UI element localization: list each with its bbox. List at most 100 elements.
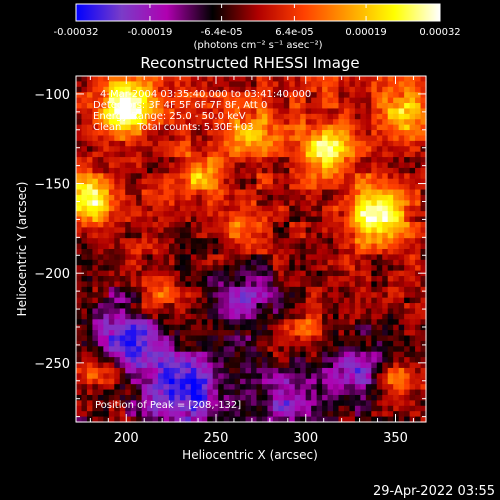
heatmap-cell bbox=[114, 103, 121, 110]
heatmap-cell bbox=[119, 205, 126, 212]
heatmap-cell bbox=[338, 276, 345, 283]
heatmap-cell bbox=[152, 162, 159, 169]
heatmap-cell bbox=[305, 162, 312, 169]
heatmap-cell bbox=[81, 292, 88, 299]
heatmap-cell bbox=[240, 167, 247, 174]
heatmap-cell bbox=[218, 113, 225, 120]
heatmap-cell bbox=[338, 303, 345, 310]
heatmap-cell bbox=[223, 92, 230, 99]
heatmap-cell bbox=[168, 367, 176, 374]
heatmap-cell bbox=[207, 276, 214, 283]
heatmap-cell bbox=[376, 146, 383, 153]
heatmap-cell bbox=[196, 135, 203, 142]
heatmap-cell bbox=[218, 259, 225, 266]
heatmap-cell bbox=[343, 384, 351, 391]
heatmap-cell bbox=[349, 362, 356, 369]
heatmap-cell bbox=[371, 140, 378, 147]
heatmap-cell bbox=[398, 173, 405, 180]
heatmap-cell bbox=[141, 324, 148, 331]
heatmap-cell bbox=[393, 146, 400, 153]
heatmap-cell bbox=[283, 140, 290, 147]
heatmap-cell bbox=[415, 108, 422, 115]
heatmap-cell bbox=[130, 265, 137, 272]
heatmap-cell bbox=[179, 416, 186, 423]
heatmap-cell bbox=[289, 378, 296, 385]
heatmap-cell bbox=[147, 140, 154, 147]
heatmap-cell bbox=[371, 184, 378, 191]
heatmap-cell bbox=[136, 340, 143, 347]
heatmap-cell bbox=[327, 146, 334, 153]
heatmap-cell bbox=[147, 97, 154, 104]
heatmap-cell bbox=[201, 86, 208, 93]
heatmap-cell bbox=[147, 335, 154, 342]
heatmap-cell bbox=[168, 130, 176, 137]
heatmap-cell bbox=[130, 124, 137, 131]
heatmap-cell bbox=[158, 351, 165, 358]
heatmap-cell bbox=[81, 378, 88, 385]
heatmap-cell bbox=[300, 103, 307, 110]
heatmap-cell bbox=[267, 357, 274, 364]
heatmap-cell bbox=[333, 281, 340, 288]
heatmap-cell bbox=[234, 103, 241, 110]
heatmap-cell bbox=[218, 367, 225, 374]
heatmap-cell bbox=[371, 216, 378, 223]
heatmap-cell bbox=[376, 281, 383, 288]
heatmap-cell bbox=[343, 167, 351, 174]
heatmap-cell bbox=[86, 286, 94, 293]
heatmap-cell bbox=[81, 205, 88, 212]
heatmap-cell bbox=[289, 281, 296, 288]
heatmap-cell bbox=[420, 97, 427, 104]
heatmap-cell bbox=[371, 173, 378, 180]
heatmap-cell bbox=[349, 92, 356, 99]
heatmap-cell bbox=[245, 276, 252, 283]
heatmap-cell bbox=[152, 411, 159, 418]
heatmap-cell bbox=[245, 286, 252, 293]
heatmap-cell bbox=[163, 97, 170, 104]
heatmap-cell bbox=[201, 335, 208, 342]
heatmap-cell bbox=[81, 319, 88, 326]
heatmap-cell bbox=[360, 216, 367, 223]
heatmap-cell bbox=[333, 351, 340, 358]
heatmap-cell bbox=[81, 303, 88, 310]
heatmap-cell bbox=[130, 173, 137, 180]
heatmap-cell bbox=[245, 86, 252, 93]
heatmap-cell bbox=[333, 378, 340, 385]
heatmap-cell bbox=[168, 400, 176, 407]
heatmap-cell bbox=[261, 313, 269, 320]
heatmap-cell bbox=[371, 227, 378, 234]
heatmap-cell bbox=[338, 265, 345, 272]
heatmap-cell bbox=[256, 200, 263, 207]
heatmap-cell bbox=[229, 200, 236, 207]
heatmap-cell bbox=[322, 286, 329, 293]
heatmap-cell bbox=[398, 221, 405, 228]
heatmap-cell bbox=[387, 378, 394, 385]
heatmap-cell bbox=[196, 200, 203, 207]
heatmap-cell bbox=[343, 81, 351, 88]
heatmap-cell bbox=[185, 357, 192, 364]
heatmap-cell bbox=[130, 119, 137, 126]
heatmap-cell bbox=[360, 97, 367, 104]
heatmap-cell bbox=[190, 113, 197, 120]
heatmap-cell bbox=[119, 97, 126, 104]
heatmap-cell bbox=[147, 184, 154, 191]
heatmap-cell bbox=[223, 232, 230, 239]
heatmap-cell bbox=[278, 103, 285, 110]
heatmap-cell bbox=[289, 119, 296, 126]
heatmap-cell bbox=[136, 232, 143, 239]
heatmap-cell bbox=[179, 357, 186, 364]
heatmap-cell bbox=[409, 216, 416, 223]
heatmap-cell bbox=[354, 319, 361, 326]
heatmap-cell bbox=[234, 394, 241, 401]
x-tick-label: 200 bbox=[114, 431, 139, 446]
heatmap-cell bbox=[256, 276, 263, 283]
heatmap-cell bbox=[278, 330, 285, 337]
heatmap-cell bbox=[251, 384, 258, 391]
heatmap-cell bbox=[322, 292, 329, 299]
heatmap-cell bbox=[103, 400, 110, 407]
heatmap-cell bbox=[136, 81, 143, 88]
heatmap-cell bbox=[86, 216, 94, 223]
heatmap-cell bbox=[130, 340, 137, 347]
heatmap-cell bbox=[152, 324, 159, 331]
heatmap-cell bbox=[179, 238, 186, 245]
heatmap-cell bbox=[168, 238, 176, 245]
